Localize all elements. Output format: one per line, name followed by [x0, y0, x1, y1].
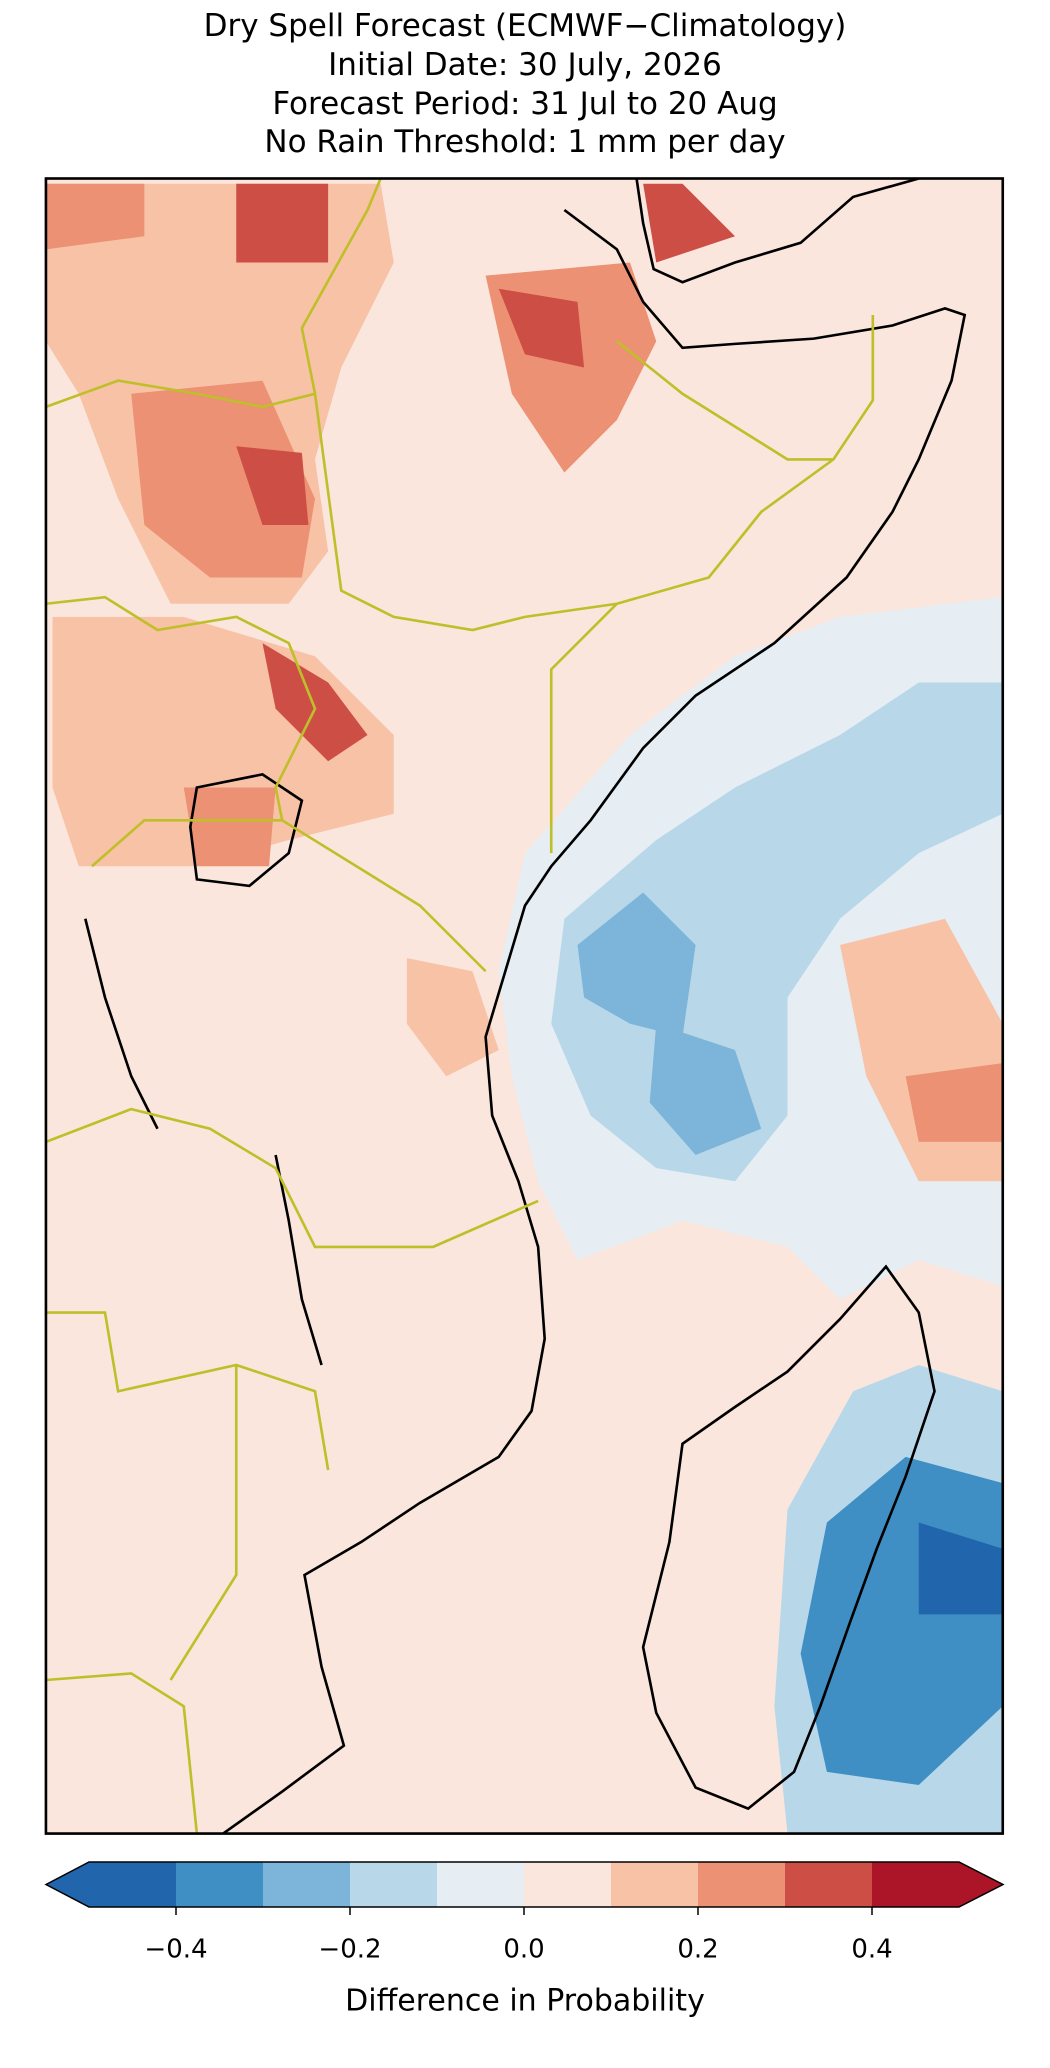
colorbar-bin	[524, 1862, 612, 1907]
colorbar-bin	[785, 1862, 873, 1907]
map-field	[45, 183, 1003, 1834]
colorbar-extend-max	[959, 1862, 1003, 1907]
colorbar-bin	[698, 1862, 786, 1907]
colorbar-bin	[89, 1862, 177, 1907]
colorbar-bin	[350, 1862, 438, 1907]
colorbar-tick-label: −0.4	[144, 1935, 207, 1965]
colorbar: −0.4 −0.2 0.0 0.2 0.4	[44, 1861, 1005, 1965]
title-line: No Rain Threshold: 1 mm per day	[264, 124, 785, 160]
title-line: Forecast Period: 31 Jul to 20 Aug	[272, 86, 777, 122]
colorbar-tick-label: −0.2	[318, 1935, 381, 1965]
map	[44, 177, 1005, 1835]
title-line: Initial Date: 30 July, 2026	[328, 47, 722, 83]
colorbar-extend-min	[46, 1862, 89, 1907]
colorbar-bin	[437, 1862, 525, 1907]
colorbar-tick-label: 0.4	[851, 1935, 892, 1965]
colorbar-bin	[263, 1862, 351, 1907]
colorbar-label: Difference in Probability	[345, 1984, 705, 2019]
title-block: Dry Spell Forecast (ECMWF−Climatology) I…	[204, 8, 847, 160]
title-line: Dry Spell Forecast (ECMWF−Climatology)	[204, 8, 847, 44]
map-frame	[44, 177, 1005, 1835]
colorbar-outline	[44, 1861, 1005, 1908]
colorbar-tick-label: 0.2	[677, 1935, 718, 1965]
coastline	[84, 178, 967, 1834]
colorbar-tick-label: 0.0	[503, 1935, 544, 1965]
colorbar-bin	[872, 1862, 960, 1907]
borders	[45, 178, 875, 1834]
colorbar-bin	[611, 1862, 699, 1907]
colorbar-bin	[176, 1862, 264, 1907]
